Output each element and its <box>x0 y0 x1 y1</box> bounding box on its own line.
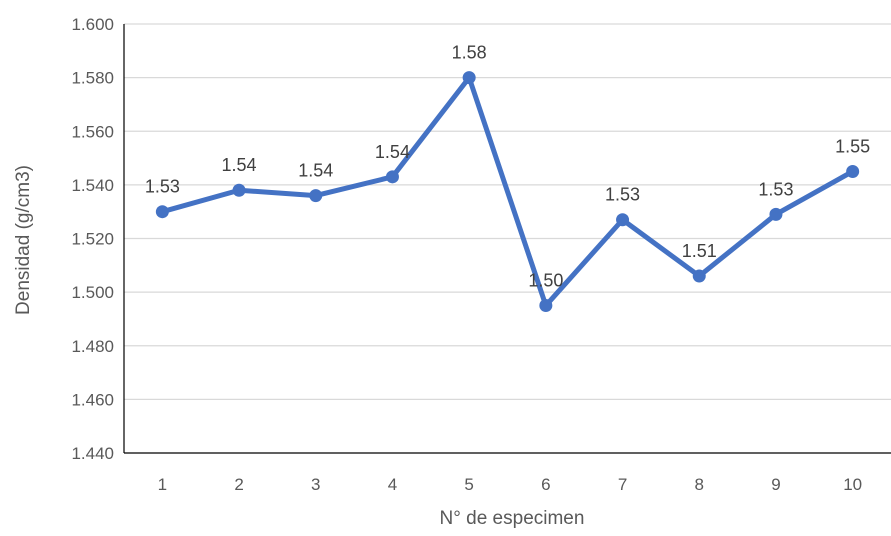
y-tick-label: 1.520 <box>71 230 114 249</box>
data-point <box>539 299 553 313</box>
y-tick-label: 1.460 <box>71 390 114 409</box>
x-tick-label: 6 <box>541 475 550 494</box>
series-line <box>161 75 854 309</box>
y-tick-label: 1.560 <box>71 122 114 141</box>
data-point <box>385 170 399 184</box>
x-tick-label: 2 <box>234 475 243 494</box>
x-tick-label: 5 <box>464 475 473 494</box>
data-point <box>232 183 246 197</box>
x-tick-label: 1 <box>158 475 167 494</box>
x-tick-label: 8 <box>695 475 704 494</box>
x-axis-title: N° de especimen <box>440 508 585 529</box>
y-tick-labels: 1.440 1.460 1.480 1.500 1.520 1.540 1.560 1.580… <box>71 15 114 463</box>
y-tick-label: 1.600 <box>71 15 114 34</box>
data-point <box>846 164 860 178</box>
x-tick-labels: 1 2 3 4 5 6 7 8 9 10 <box>158 475 862 494</box>
x-tick-label: 9 <box>771 475 780 494</box>
data-label: 1.53 <box>145 177 180 197</box>
x-tick-label: 10 <box>843 475 862 494</box>
data-label: 1.58 <box>452 43 487 63</box>
y-tick-label: 1.580 <box>71 69 114 88</box>
data-label: 1.51 <box>682 241 717 261</box>
data-labels: 1.53 1.54 1.54 1.54 1.58 1.50 1.53 1.51 1.53 1.55 <box>145 43 870 291</box>
y-tick-label: 1.440 <box>71 444 114 463</box>
data-label: 1.50 <box>528 271 563 291</box>
y-axis-title: Densidad (g/cm3) <box>13 165 34 315</box>
data-label: 1.53 <box>605 185 640 205</box>
data-label: 1.54 <box>298 161 333 181</box>
x-tick-label: 7 <box>618 475 627 494</box>
data-label: 1.53 <box>758 179 793 199</box>
x-tick-label: 3 <box>311 475 320 494</box>
data-label: 1.55 <box>835 136 870 156</box>
data-label: 1.54 <box>222 155 257 175</box>
y-tick-label: 1.480 <box>71 337 114 356</box>
data-label: 1.54 <box>375 142 410 162</box>
data-point <box>155 205 169 219</box>
data-point <box>692 269 706 283</box>
y-tick-label: 1.500 <box>71 283 114 302</box>
data-point <box>462 71 476 85</box>
data-point <box>616 213 630 227</box>
y-tick-label: 1.540 <box>71 176 114 195</box>
series-group <box>155 71 860 313</box>
data-point <box>769 207 783 221</box>
data-point <box>309 189 323 203</box>
x-tick-label: 4 <box>388 475 397 494</box>
